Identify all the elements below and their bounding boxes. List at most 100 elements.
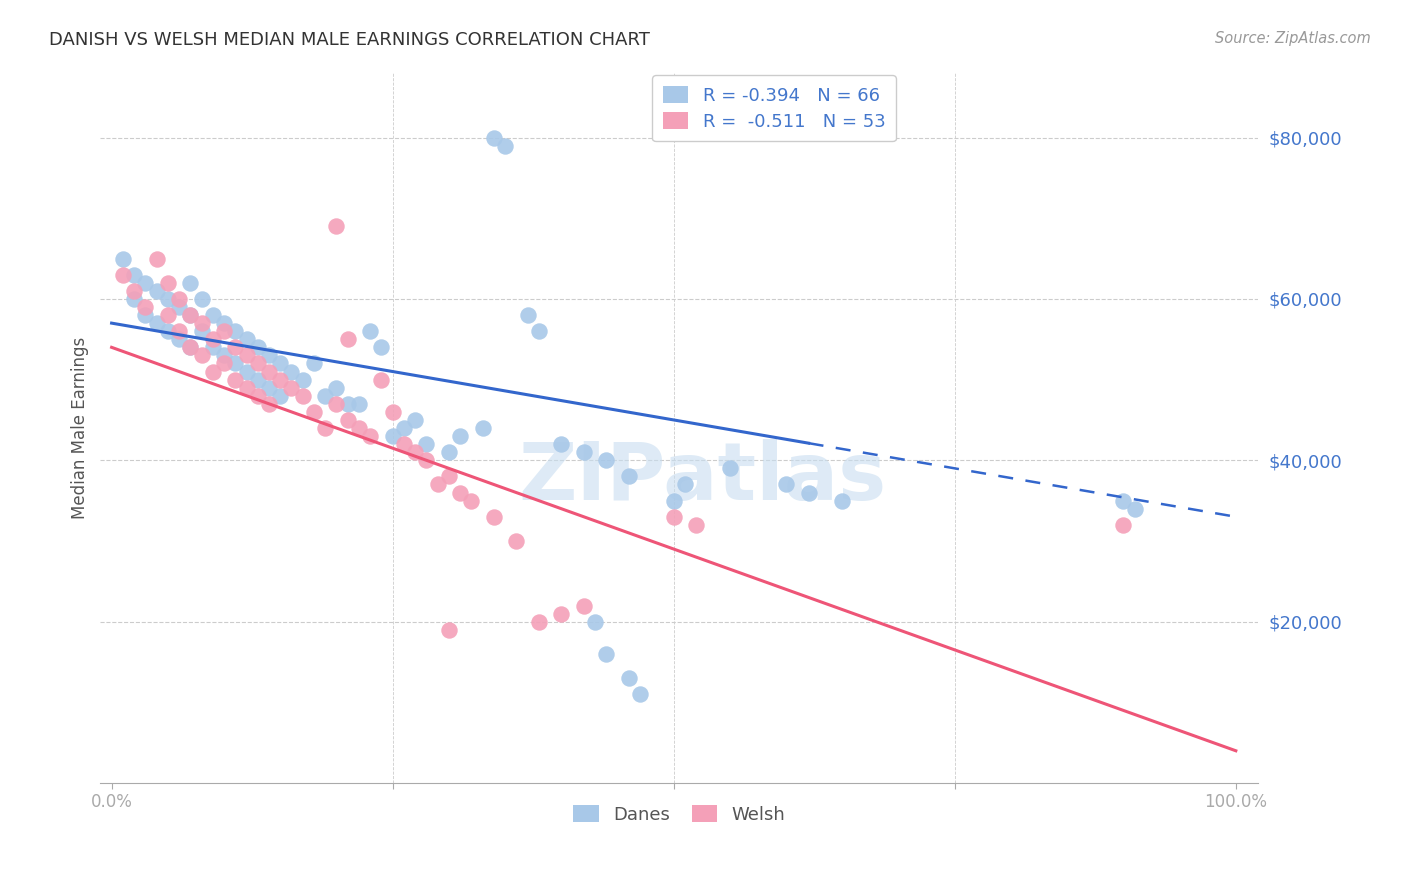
Point (167, 292, 190, 306)
Point (437, 445, 460, 459)
Point (449, 485, 471, 500)
Point (550, 437, 572, 451)
Point (314, 421, 336, 435)
Point (471, 421, 494, 435)
Point (302, 405, 325, 419)
Point (269, 373, 291, 387)
Point (145, 316, 167, 330)
Point (662, 509, 685, 524)
Point (314, 389, 336, 403)
Point (190, 292, 212, 306)
Point (673, 477, 696, 491)
Point (257, 365, 280, 379)
Point (325, 397, 347, 411)
Point (617, 469, 640, 483)
Point (494, 138, 516, 153)
Point (516, 308, 538, 322)
Point (527, 615, 550, 629)
Point (269, 356, 291, 370)
Point (235, 332, 257, 346)
Point (359, 429, 381, 443)
Point (134, 308, 156, 322)
Point (302, 356, 325, 370)
Point (437, 469, 460, 483)
Point (527, 324, 550, 338)
Point (246, 340, 269, 354)
Point (415, 437, 437, 451)
Point (617, 671, 640, 685)
Point (325, 219, 347, 234)
Point (392, 421, 415, 435)
Text: Source: ZipAtlas.com: Source: ZipAtlas.com (1215, 31, 1371, 46)
Point (156, 292, 179, 306)
Point (336, 397, 359, 411)
Point (325, 381, 347, 395)
Point (156, 276, 179, 290)
Point (370, 373, 392, 387)
Point (336, 413, 359, 427)
Point (224, 373, 246, 387)
Point (122, 292, 145, 306)
Point (235, 365, 257, 379)
Point (392, 437, 415, 451)
Point (246, 356, 269, 370)
Point (1123, 501, 1146, 516)
Point (224, 324, 246, 338)
Point (370, 340, 392, 354)
Point (179, 308, 201, 322)
Point (572, 599, 595, 613)
Point (336, 332, 359, 346)
Point (257, 381, 280, 395)
Point (167, 332, 190, 346)
Point (257, 348, 280, 362)
Point (797, 485, 820, 500)
Point (1112, 493, 1135, 508)
Point (460, 493, 482, 508)
Point (201, 308, 224, 322)
Point (280, 365, 302, 379)
Point (190, 348, 212, 362)
Point (718, 461, 741, 475)
Point (235, 381, 257, 395)
Point (359, 324, 381, 338)
Point (550, 607, 572, 621)
Point (190, 324, 212, 338)
Point (347, 421, 370, 435)
Point (628, 687, 651, 701)
Point (122, 284, 145, 298)
Point (280, 381, 302, 395)
Point (595, 453, 617, 467)
Point (482, 509, 505, 524)
Point (201, 365, 224, 379)
Point (201, 332, 224, 346)
Point (134, 276, 156, 290)
Point (167, 300, 190, 314)
Point (201, 340, 224, 354)
Point (482, 130, 505, 145)
Point (190, 316, 212, 330)
Point (179, 340, 201, 354)
Y-axis label: Median Male Earnings: Median Male Earnings (72, 337, 89, 519)
Point (246, 373, 269, 387)
Point (122, 268, 145, 282)
Text: DANISH VS WELSH MEDIAN MALE EARNINGS CORRELATION CHART: DANISH VS WELSH MEDIAN MALE EARNINGS COR… (49, 31, 650, 49)
Point (426, 477, 449, 491)
Point (291, 373, 314, 387)
Point (381, 429, 404, 443)
Point (257, 397, 280, 411)
Point (179, 308, 201, 322)
Point (179, 340, 201, 354)
Point (595, 647, 617, 661)
Point (347, 397, 370, 411)
Point (662, 493, 685, 508)
Point (246, 389, 269, 403)
Point (111, 252, 134, 266)
Point (212, 356, 235, 370)
Point (145, 252, 167, 266)
Point (156, 324, 179, 338)
Point (775, 477, 797, 491)
Point (167, 324, 190, 338)
Point (404, 445, 426, 459)
Point (224, 340, 246, 354)
Point (404, 413, 426, 427)
